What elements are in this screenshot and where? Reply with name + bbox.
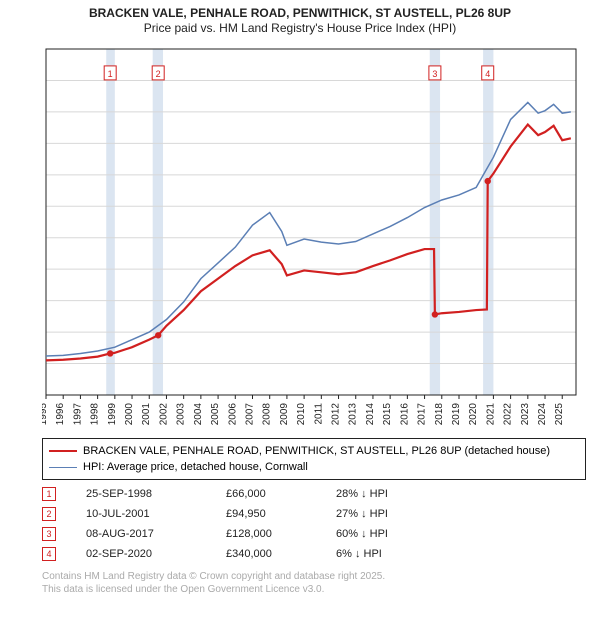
event-pct: 28% ↓ HPI xyxy=(336,488,446,500)
svg-text:2009: 2009 xyxy=(279,403,290,425)
svg-text:2016: 2016 xyxy=(399,403,410,425)
svg-text:2006: 2006 xyxy=(227,403,238,425)
svg-text:2005: 2005 xyxy=(210,403,221,425)
legend-item: HPI: Average price, detached house, Corn… xyxy=(49,459,579,475)
svg-text:4: 4 xyxy=(485,69,490,79)
svg-text:2025: 2025 xyxy=(554,403,565,425)
svg-text:1997: 1997 xyxy=(72,403,83,425)
events-table: 1 25-SEP-1998 £66,000 28% ↓ HPI 2 10-JUL… xyxy=(42,484,446,564)
svg-text:2001: 2001 xyxy=(141,403,152,425)
legend-label: BRACKEN VALE, PENHALE ROAD, PENWITHICK, … xyxy=(83,445,550,457)
event-pct: 6% ↓ HPI xyxy=(336,548,446,560)
svg-text:2007: 2007 xyxy=(244,403,255,425)
table-row: 3 08-AUG-2017 £128,000 60% ↓ HPI xyxy=(42,524,446,544)
event-date: 02-SEP-2020 xyxy=(86,548,226,560)
event-price: £340,000 xyxy=(226,548,336,560)
svg-text:2024: 2024 xyxy=(537,403,548,425)
svg-text:2008: 2008 xyxy=(262,403,273,425)
svg-text:1999: 1999 xyxy=(107,403,118,425)
svg-text:1: 1 xyxy=(108,69,113,79)
svg-text:2002: 2002 xyxy=(158,403,169,425)
event-pct: 60% ↓ HPI xyxy=(336,528,446,540)
svg-text:1995: 1995 xyxy=(42,403,49,425)
event-marker-icon: 1 xyxy=(42,487,56,501)
legend-item: BRACKEN VALE, PENHALE ROAD, PENWITHICK, … xyxy=(49,443,579,459)
svg-text:2010: 2010 xyxy=(296,403,307,425)
table-row: 1 25-SEP-1998 £66,000 28% ↓ HPI xyxy=(42,484,446,504)
event-date: 25-SEP-1998 xyxy=(86,488,226,500)
event-marker-icon: 4 xyxy=(42,547,56,561)
event-pct: 27% ↓ HPI xyxy=(336,508,446,520)
svg-text:2: 2 xyxy=(156,69,161,79)
svg-text:2023: 2023 xyxy=(520,403,531,425)
svg-text:2011: 2011 xyxy=(313,403,324,425)
svg-text:3: 3 xyxy=(432,69,437,79)
event-marker-icon: 3 xyxy=(42,527,56,541)
svg-text:2013: 2013 xyxy=(348,403,359,425)
footer-attribution: Contains HM Land Registry data © Crown c… xyxy=(42,570,385,596)
legend-swatch xyxy=(49,450,77,452)
svg-text:2000: 2000 xyxy=(124,403,135,425)
svg-text:2020: 2020 xyxy=(468,403,479,425)
svg-text:2017: 2017 xyxy=(417,403,428,425)
svg-text:2003: 2003 xyxy=(176,403,187,425)
event-price: £128,000 xyxy=(226,528,336,540)
svg-text:2012: 2012 xyxy=(331,403,342,425)
svg-text:2022: 2022 xyxy=(503,403,514,425)
event-date: 08-AUG-2017 xyxy=(86,528,226,540)
svg-text:2021: 2021 xyxy=(485,403,496,425)
svg-text:1998: 1998 xyxy=(90,403,101,425)
svg-text:1996: 1996 xyxy=(55,403,66,425)
svg-text:2014: 2014 xyxy=(365,403,376,425)
footer-line: Contains HM Land Registry data © Crown c… xyxy=(42,570,385,583)
table-row: 2 10-JUL-2001 £94,950 27% ↓ HPI xyxy=(42,504,446,524)
page-subtitle: Price paid vs. HM Land Registry's House … xyxy=(0,20,600,35)
svg-text:2004: 2004 xyxy=(193,403,204,425)
event-date: 10-JUL-2001 xyxy=(86,508,226,520)
event-price: £66,000 xyxy=(226,488,336,500)
legend-swatch xyxy=(49,467,77,468)
svg-text:2018: 2018 xyxy=(434,403,445,425)
footer-line: This data is licensed under the Open Gov… xyxy=(42,583,385,596)
page-title: BRACKEN VALE, PENHALE ROAD, PENWITHICK, … xyxy=(0,0,600,20)
svg-text:2015: 2015 xyxy=(382,403,393,425)
legend: BRACKEN VALE, PENHALE ROAD, PENWITHICK, … xyxy=(42,438,586,480)
svg-text:2019: 2019 xyxy=(451,403,462,425)
event-price: £94,950 xyxy=(226,508,336,520)
line-chart: £0£50K£100K£150K£200K£250K£300K£350K£400… xyxy=(42,45,582,425)
table-row: 4 02-SEP-2020 £340,000 6% ↓ HPI xyxy=(42,544,446,564)
event-marker-icon: 2 xyxy=(42,507,56,521)
legend-label: HPI: Average price, detached house, Corn… xyxy=(83,461,308,473)
